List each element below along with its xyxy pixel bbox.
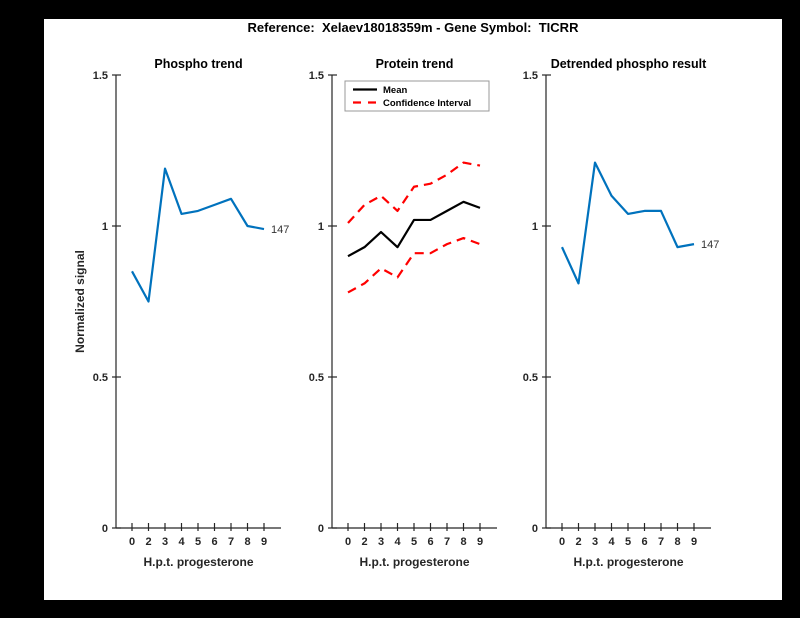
y-tick-label: 1.5 [93,70,108,82]
x-tick-label: 2 [361,536,367,548]
legend: Mean Confidence Interval [344,80,490,112]
x-tick-label: 3 [378,536,384,548]
x-tick-label: 9 [261,536,267,548]
y-tick-label: 1.5 [523,70,538,82]
subplot-title: Phospho trend [154,57,242,71]
series-end-label: 147 [701,239,719,251]
x-tick-label: 0 [129,536,135,548]
figure-canvas: Reference: Xelaev18018359m - Gene Symbol… [44,19,782,600]
legend-label: Mean [383,85,407,96]
x-tick-label: 4 [178,536,185,548]
x-axis-label: H.p.t. progesterone [143,555,253,569]
x-tick-label: 5 [625,536,631,548]
confidence-interval-lower-line [347,236,481,294]
x-tick-label: 7 [658,536,664,548]
x-axis-label: H.p.t. progesterone [573,555,683,569]
x-tick-label: 2 [575,536,581,548]
x-tick-label: 9 [691,536,697,548]
detrended-phospho-chart-svg: 00.511.50 2 3 4 5 6 7 8 9H.p.t. progesteroneDetr… [523,57,720,569]
figure-title: Reference: Xelaev18018359m - Gene Symbol… [247,20,579,35]
phospho-trend-chart-svg: 00.511.50 2 3 4 5 6 7 8 9H.p.t. progesteronePhos… [73,57,289,569]
x-tick-label: 8 [244,536,250,548]
x-tick-label: 5 [195,536,201,548]
protein-trend-chart-svg: 00.511.50 2 3 4 5 6 7 8 9H.p.t. progesteroneProt… [309,57,497,569]
y-tick-label: 0.5 [93,372,108,384]
x-tick-label: 7 [444,536,450,548]
x-tick-label: 4 [608,536,615,548]
x-tick-label: 6 [641,536,647,548]
y-tick-label: 0 [318,523,324,535]
subplot-title: Detrended phospho result [551,57,707,71]
x-tick-label: 0 [345,536,351,548]
y-tick-label: 1 [532,221,538,233]
phospho-signal-line [131,167,265,303]
x-tick-label: 9 [477,536,483,548]
y-tick-label: 0.5 [523,372,538,384]
x-tick-label: 7 [228,536,234,548]
x-tick-label: 5 [411,536,417,548]
x-tick-label: 6 [211,536,217,548]
x-tick-label: 6 [427,536,433,548]
detrended-phospho-signal-line [560,161,695,285]
subplot-protein-trend: 0 0.5 1 1.5 0 2 3 4 5 6 7 8 9 H.p.t. progesterone Prot… [309,57,497,569]
y-tick-label: 1 [318,221,324,233]
x-tick-label: 3 [162,536,168,548]
legend-box [344,80,490,112]
confidence-interval-upper-line [347,161,481,224]
y-tick-label: 1.5 [309,70,324,82]
legend-label: Confidence Interval [383,98,471,109]
subplot-phospho-trend: 0 0.5 1 1.5 0 2 3 4 5 6 7 8 9 H.p.t. progesterone Phos… [73,57,289,569]
subplot-detrended-phospho: 0 0.5 1 1.5 0 2 3 4 5 6 7 8 9 H.p.t. progesterone Detr… [523,57,720,569]
y-tick-label: 0.5 [309,372,324,384]
x-tick-label: 2 [145,536,151,548]
x-axis-label: H.p.t. progesterone [359,555,469,569]
mean-line [347,200,481,258]
y-tick-label: 0 [102,523,108,535]
x-tick-label: 0 [559,536,565,548]
y-axis-label: Normalized signal [73,250,87,353]
x-tick-label: 8 [460,536,466,548]
x-tick-label: 4 [394,536,401,548]
subplot-title: Protein trend [376,57,454,71]
y-tick-label: 1 [102,221,108,233]
y-tick-label: 0 [532,523,538,535]
x-tick-label: 8 [674,536,680,548]
series-end-label: 147 [271,224,289,236]
x-tick-label: 3 [592,536,598,548]
